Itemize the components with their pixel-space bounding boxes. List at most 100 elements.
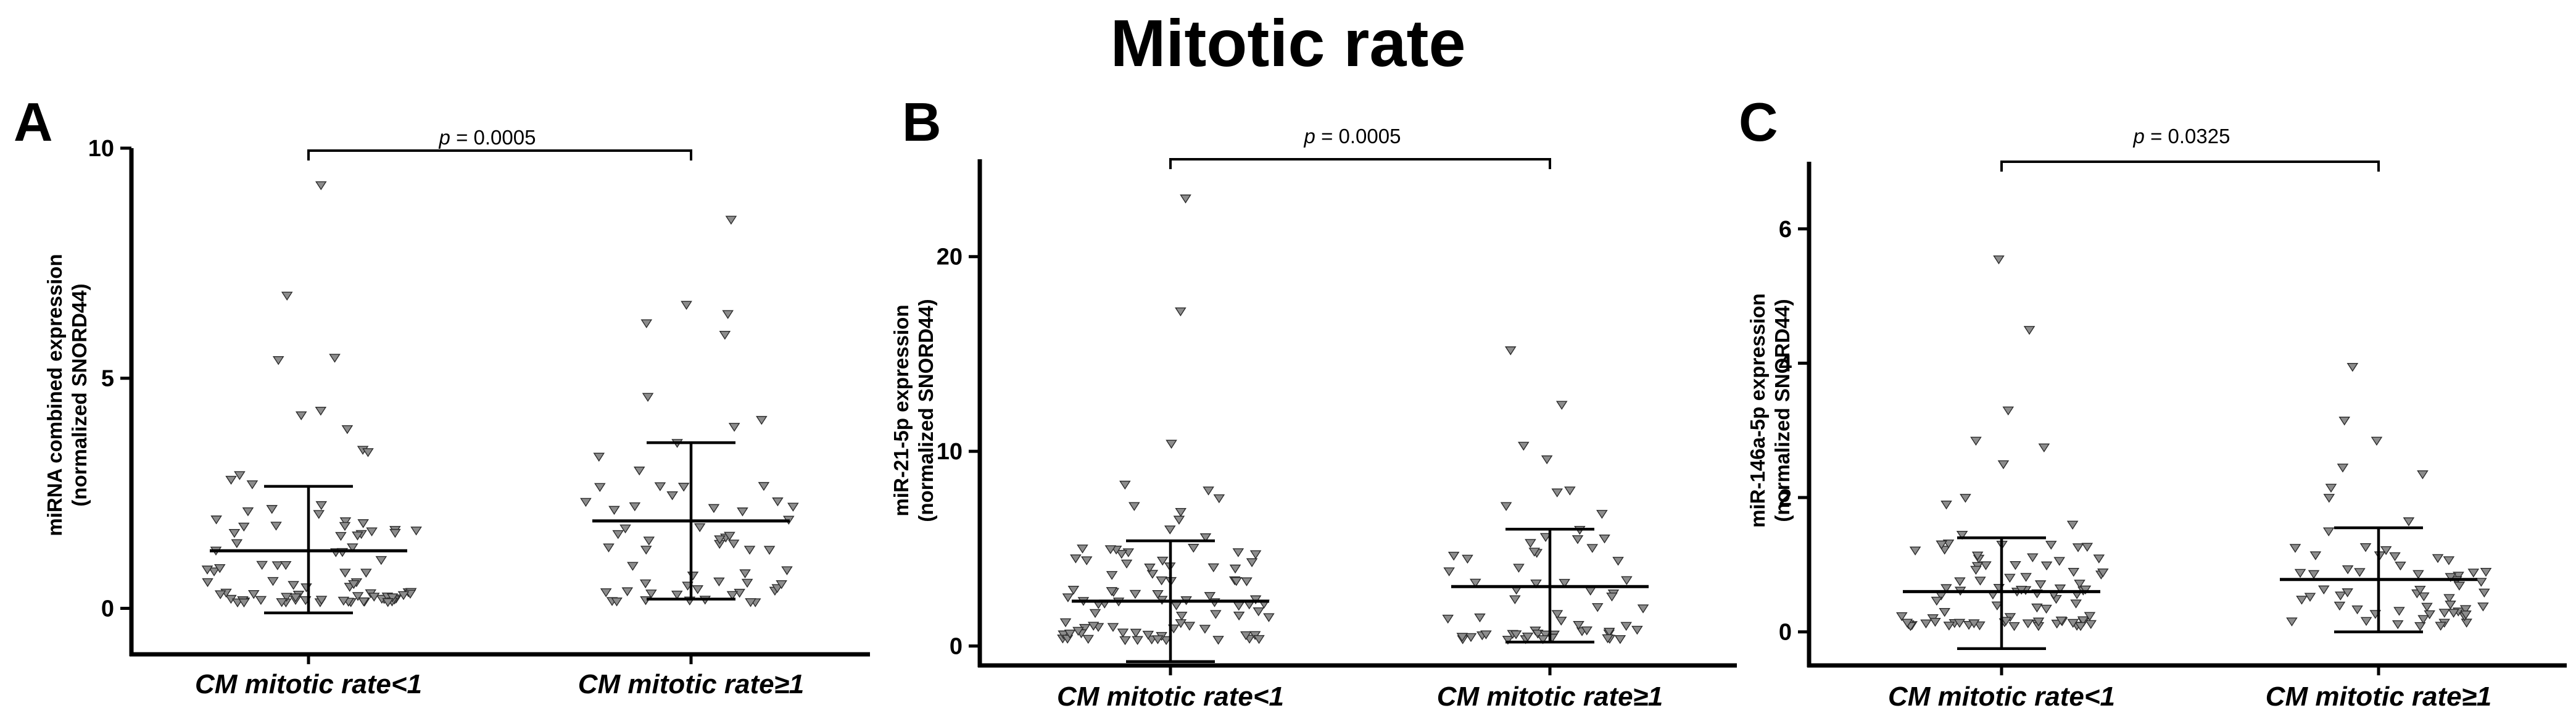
data-point <box>640 546 652 555</box>
data-point <box>1920 619 1932 629</box>
data-point <box>339 517 352 527</box>
data-point <box>1939 607 1950 617</box>
data-point <box>2371 436 2383 446</box>
data-point <box>1929 617 1941 627</box>
significance-bracket <box>1169 158 1551 169</box>
x-tick-label: CM mitotic rate≥1 <box>2266 681 2491 712</box>
data-point <box>726 591 739 601</box>
data-point <box>1465 633 1477 643</box>
data-point <box>639 579 652 589</box>
data-point <box>210 515 222 525</box>
data-point <box>1564 486 1576 496</box>
data-point <box>1080 556 1093 565</box>
data-point <box>2323 494 2335 503</box>
data-point <box>1156 556 1169 566</box>
data-point <box>2380 546 2392 556</box>
data-point <box>1263 613 1275 622</box>
data-point <box>1117 628 1129 638</box>
data-point <box>1513 564 1525 573</box>
y-axis-label-line2: (normalized SNORD44) <box>68 283 91 506</box>
data-point <box>246 480 259 490</box>
panel-letter: C <box>1739 91 1778 152</box>
y-axis-label-line1: miRNA combined expression <box>43 254 66 536</box>
data-point <box>1602 634 1613 644</box>
data-point <box>2074 580 2085 589</box>
y-tick-label: 5 <box>101 366 114 392</box>
data-point <box>2067 619 2079 628</box>
data-point <box>1062 593 1074 602</box>
data-point <box>281 291 293 301</box>
data-point <box>2354 568 2366 577</box>
data-point <box>2461 619 2472 628</box>
data-point <box>368 593 380 602</box>
data-point <box>2079 585 2092 595</box>
data-point <box>1980 561 1992 570</box>
data-point <box>2010 561 2021 570</box>
data-point <box>352 531 363 541</box>
data-point <box>1199 625 1211 634</box>
data-point <box>1199 533 1212 543</box>
data-point <box>2040 604 2052 614</box>
data-point <box>2000 617 2012 626</box>
data-point <box>758 481 770 491</box>
data-point <box>242 507 254 517</box>
data-point <box>315 407 327 416</box>
data-point <box>271 561 284 570</box>
y-tick-label: 4 <box>1779 351 1792 377</box>
y-tick-label: 0 <box>101 596 114 622</box>
data-point <box>272 356 284 365</box>
p-value: = 0.0005 <box>1315 125 1401 148</box>
data-point <box>386 593 399 602</box>
data-point <box>681 301 692 310</box>
data-point <box>2008 622 2020 631</box>
data-point <box>1480 630 1492 640</box>
data-point <box>1119 480 1131 490</box>
data-point <box>1537 635 1549 644</box>
data-point <box>202 578 213 588</box>
data-point <box>633 466 645 476</box>
data-point <box>2286 617 2298 627</box>
data-point <box>2460 611 2472 620</box>
data-point <box>1500 502 1512 511</box>
data-point <box>728 423 740 432</box>
data-point <box>1901 619 1913 628</box>
data-point <box>1621 576 1633 585</box>
data-point <box>2438 609 2451 618</box>
data-point <box>2084 612 2096 621</box>
data-point <box>2070 599 2082 609</box>
data-point <box>722 310 734 319</box>
data-point <box>2027 553 2039 562</box>
data-point <box>2445 573 2457 582</box>
data-point <box>1246 558 1258 567</box>
y-axis-label-line1: miR-146a-5p expression <box>1746 293 1769 528</box>
data-point <box>1142 630 1154 640</box>
data-point <box>600 588 612 598</box>
data-point <box>2022 619 2034 628</box>
data-point <box>410 527 422 536</box>
data-point <box>2072 543 2084 552</box>
data-point <box>214 590 226 599</box>
data-point <box>213 564 226 573</box>
data-point <box>724 531 735 541</box>
data-point <box>1936 540 1947 550</box>
data-point <box>375 556 387 565</box>
y-tick-label: 10 <box>937 439 963 465</box>
data-point <box>671 590 683 600</box>
data-point <box>1144 564 1156 573</box>
data-point <box>360 569 372 578</box>
panel-letter: B <box>902 91 942 152</box>
data-point <box>642 393 654 402</box>
data-point <box>1532 630 1544 639</box>
y-tick-label: 0 <box>1779 620 1792 646</box>
data-point <box>2359 543 2372 552</box>
data-point <box>694 523 706 533</box>
data-point <box>2325 483 2337 493</box>
data-point <box>341 425 354 435</box>
data-point <box>1146 570 1159 579</box>
data-point <box>315 501 328 511</box>
data-point <box>2335 591 2346 601</box>
data-point <box>1896 612 1908 622</box>
data-point <box>2038 443 2050 452</box>
data-point <box>389 528 401 538</box>
